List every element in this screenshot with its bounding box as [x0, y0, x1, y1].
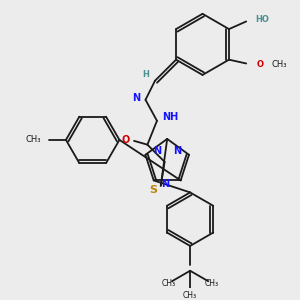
Text: N: N	[153, 146, 161, 156]
Text: HO: HO	[255, 15, 269, 24]
Text: H: H	[142, 70, 149, 80]
Text: O: O	[121, 135, 130, 145]
Text: N: N	[173, 146, 181, 156]
Text: CH₃: CH₃	[205, 279, 219, 288]
Text: CH₃: CH₃	[183, 291, 197, 300]
Text: CH₃: CH₃	[271, 60, 286, 69]
Text: CH₃: CH₃	[161, 279, 176, 288]
Text: N: N	[161, 179, 169, 189]
Text: CH₃: CH₃	[26, 135, 41, 144]
Text: NH: NH	[162, 112, 178, 122]
Text: O: O	[257, 60, 264, 69]
Text: S: S	[149, 184, 157, 195]
Text: N: N	[132, 93, 140, 103]
